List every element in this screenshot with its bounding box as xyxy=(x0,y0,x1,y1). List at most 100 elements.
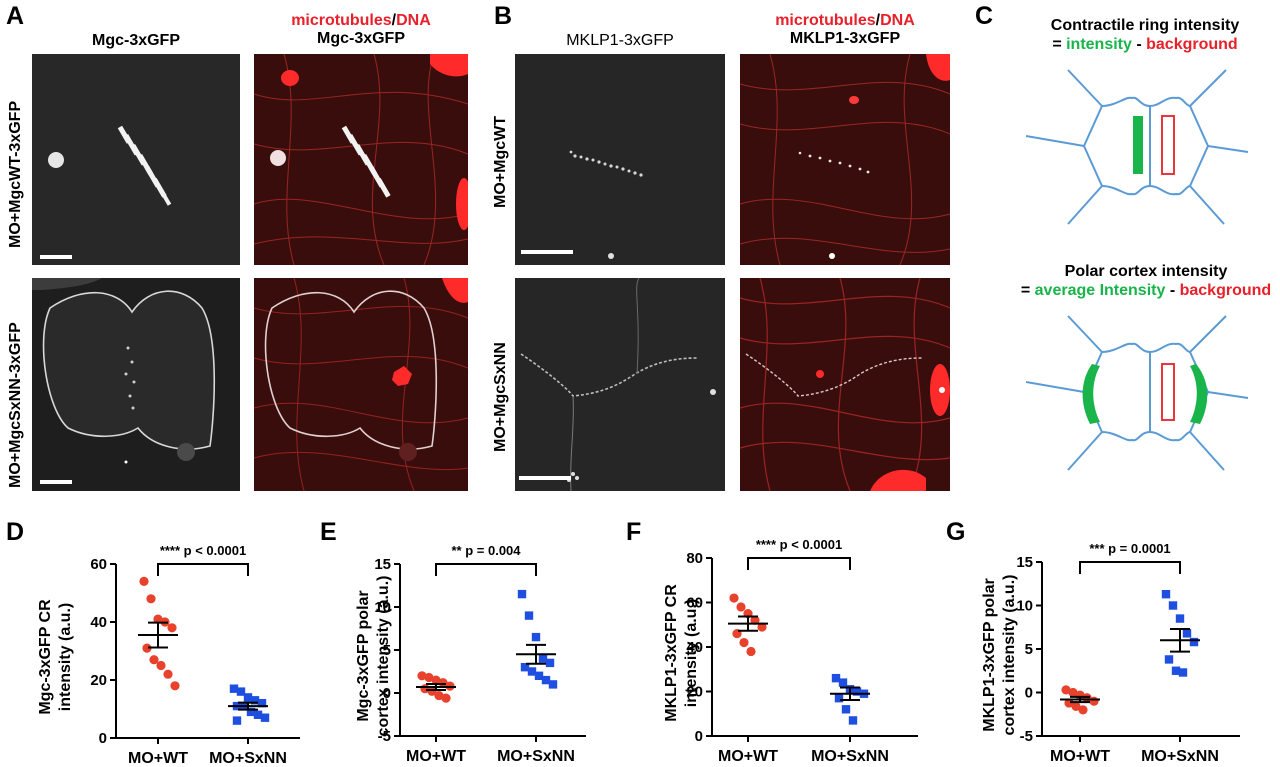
eq-green: intensity xyxy=(1066,36,1132,53)
data-point xyxy=(746,646,756,657)
background-box xyxy=(1161,115,1175,175)
panel-b-col1-title: MKLP1-3xGFP xyxy=(515,32,725,50)
data-point xyxy=(431,675,441,685)
data-point xyxy=(424,672,434,683)
panel-b-col2-title-dna: DNA xyxy=(880,12,915,29)
data-point xyxy=(1164,655,1174,664)
panel-b-col2-title-sep: / xyxy=(875,12,881,29)
y-tick-label: -5 xyxy=(378,728,391,745)
scale-bar xyxy=(521,250,573,254)
ring-green-bar xyxy=(1133,116,1143,174)
contractile-ring-diagram xyxy=(1026,69,1249,225)
data-point xyxy=(531,632,541,642)
micrograph-a-sxnn-merge xyxy=(254,278,468,491)
y-tick-label: 0 xyxy=(383,685,391,702)
panel-b-col2-title: microtubules/DNA MKLP1-3xGFP xyxy=(740,12,950,48)
panel-letter-f: F xyxy=(626,518,642,546)
panel-letter-d: D xyxy=(6,518,25,546)
data-point xyxy=(1071,701,1081,712)
data-point xyxy=(243,693,253,702)
panel-b-col2-title-mt: microtubules xyxy=(775,12,876,29)
y-axis-label: cortex intensity (a.u.) xyxy=(1001,575,1018,736)
background-box xyxy=(1161,363,1175,421)
diagram-top-title: Contractile ring intensity = intensity -… xyxy=(1010,16,1280,54)
x-tick-label: MO+SxNN xyxy=(811,748,889,765)
data-point xyxy=(427,686,437,696)
polar-green-left xyxy=(1082,364,1100,424)
chart-e: -5 0 5 10 15 MO+WT MO+SxNN Mgc-3xGFP polar corte… xyxy=(355,543,586,765)
y-tick-label: 0 xyxy=(695,728,703,745)
y-tick-label: 80 xyxy=(686,550,703,567)
panel-a-row2-label: MO+MgcSxNN-3xGFP xyxy=(7,322,24,488)
scale-bar xyxy=(40,255,72,259)
data-point xyxy=(163,669,173,679)
significance-bracket xyxy=(435,563,537,576)
panel-letter-c: C xyxy=(975,2,994,30)
polar-green-right xyxy=(1190,364,1208,424)
panel-b-row2-label: MO+MgcSxNN xyxy=(492,342,509,452)
diagram-bottom-title: Polar cortex intensity = average Intensi… xyxy=(1012,262,1280,300)
y-tick-label: 15 xyxy=(374,556,391,573)
x-tick-label: MO+WT xyxy=(406,748,466,765)
data-point xyxy=(139,576,149,586)
x-tick-label: MO+WT xyxy=(1050,748,1110,765)
y-tick-label: 40 xyxy=(686,639,703,656)
data-point xyxy=(831,673,841,683)
y-axis-label: Mgc-3xGFP CR xyxy=(37,599,54,715)
x-tick-label: MO+SxNN xyxy=(209,750,287,767)
micrograph-b-sxnn-merge xyxy=(740,278,950,491)
significance-bracket xyxy=(1079,561,1181,574)
y-axis-label: intensity (a.u.) xyxy=(683,599,700,707)
x-tick-label: MO+SxNN xyxy=(497,748,575,765)
data-point xyxy=(520,663,530,672)
data-point xyxy=(541,675,551,685)
data-point xyxy=(757,622,767,632)
panel-a-col1-title-text: Mgc-3xGFP xyxy=(91,32,180,49)
panel-letter-a: A xyxy=(6,2,25,30)
panel-a-col2-title-line2: Mgc-3xGFP xyxy=(316,30,405,47)
eq-sep: - xyxy=(1165,282,1180,299)
y-tick-label: 0 xyxy=(99,730,107,747)
y-tick-label: 20 xyxy=(686,684,703,701)
x-tick-label: MO+WT xyxy=(718,748,778,765)
eq-sep: - xyxy=(1131,36,1147,53)
data-point xyxy=(848,716,858,725)
y-tick-label: 60 xyxy=(686,595,703,612)
significance-label: ** p = 0.004 xyxy=(451,543,521,558)
eq-prefix: = xyxy=(1052,36,1067,53)
polar-cortex-diagram xyxy=(1026,315,1249,471)
data-point xyxy=(232,716,242,725)
data-point xyxy=(739,637,749,648)
data-point xyxy=(146,594,156,604)
chart-g: -5 0 5 10 15 MO+WT MO+SxNN MKLP1-3xGFP polar cor… xyxy=(981,541,1240,765)
eq-red: background xyxy=(1146,36,1238,53)
data-point xyxy=(1064,698,1074,708)
data-point xyxy=(517,589,527,599)
data-point xyxy=(1189,637,1199,647)
diagram-top-title-text: Contractile ring intensity xyxy=(1050,17,1240,34)
data-point xyxy=(1168,601,1178,610)
scale-bar xyxy=(40,480,72,484)
micrograph-a-wt-merge xyxy=(254,54,468,265)
y-tick-label: 0 xyxy=(1025,685,1033,702)
chart-f: 0 20 40 60 80 MO+WT MO+SxNN MKLP1-3xGFP CR inten… xyxy=(663,537,918,765)
chart-d: 0 20 40 60 MO+WT MO+SxNN Mgc-3xGFP CR intensity… xyxy=(37,543,300,767)
micrograph-b-sxnn-gfp xyxy=(515,278,725,491)
y-axis-label: Mgc-3xGFP polar xyxy=(355,590,372,721)
data-point xyxy=(253,710,263,719)
y-tick-label: 20 xyxy=(90,672,107,689)
data-point xyxy=(852,687,862,696)
diagram-top-equation: = intensity - background xyxy=(1052,36,1237,53)
data-point xyxy=(438,678,448,688)
significance-label: *** p = 0.0001 xyxy=(1089,541,1170,556)
data-point xyxy=(260,713,270,722)
data-point xyxy=(250,696,260,705)
data-point xyxy=(534,671,544,680)
panel-a-row1-label: MO+MgcWT-3xGFP xyxy=(7,100,24,248)
data-point xyxy=(153,614,163,624)
data-point xyxy=(257,699,267,708)
panel-a-col1-title: Mgc-3xGFP xyxy=(32,32,240,50)
data-point xyxy=(1182,629,1192,638)
data-point xyxy=(246,707,256,717)
y-tick-label: 5 xyxy=(383,642,391,659)
